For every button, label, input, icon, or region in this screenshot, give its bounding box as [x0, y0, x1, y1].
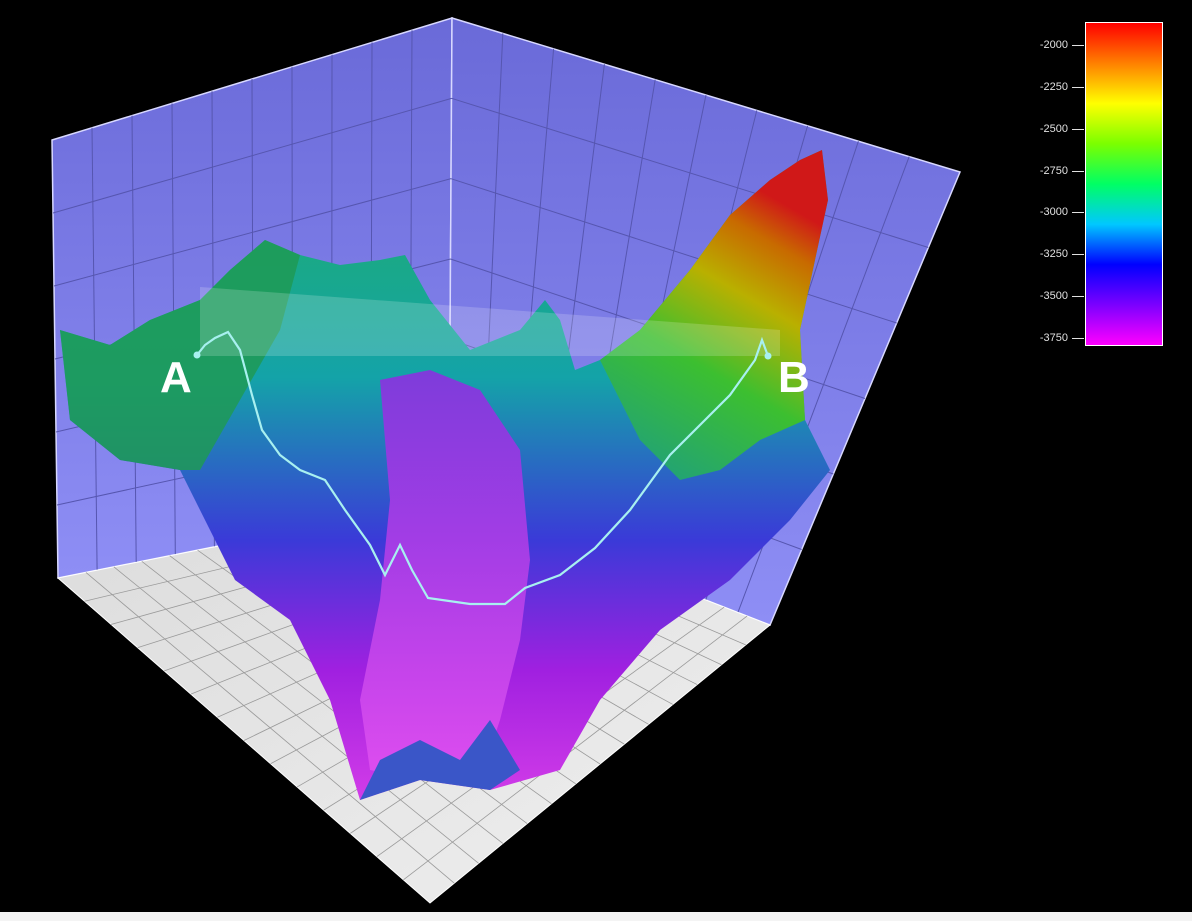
colorbar: [1085, 22, 1163, 346]
colorbar-tick-mark: [1072, 337, 1084, 339]
point-a-marker: [193, 351, 201, 359]
colorbar-tick-mark: [1072, 254, 1084, 256]
colorbar-tick-mark: [1072, 87, 1084, 89]
wall-gridline: [450, 178, 897, 324]
point-b-label: B: [778, 353, 810, 402]
wall-gridline: [451, 97, 929, 248]
trench-front-edge: [360, 720, 520, 800]
profile-plane: [200, 287, 780, 356]
colorbar-tick-mark: [1072, 212, 1084, 214]
wall-gridline: [53, 178, 452, 287]
colorbar-tick-label: -2750: [1039, 164, 1068, 177]
wall-gridline: [52, 97, 452, 214]
ridge-left: [60, 240, 300, 470]
trench-floor: [360, 370, 530, 780]
point-a-label: A: [160, 353, 192, 402]
colorbar-tick-label: -2250: [1039, 81, 1068, 94]
colorbar-tick-label: -3250: [1039, 248, 1068, 261]
profile-line-group: [193, 330, 772, 606]
colorbar-tick-label: -3750: [1039, 331, 1068, 344]
floor-gridline: [403, 615, 748, 881]
bottom-strip: [0, 912, 1192, 921]
colorbar-tick-mark: [1072, 295, 1084, 297]
colorbar-tick-mark: [1072, 45, 1084, 47]
terrain-surface: [60, 150, 830, 800]
colorbar-tick-label: -3500: [1039, 289, 1068, 302]
colorbar-tick-label: -2500: [1039, 122, 1068, 135]
colorbar-tick-label: -2000: [1039, 39, 1068, 52]
colorbar-tick-mark: [1072, 128, 1084, 130]
point-b-marker: [764, 352, 772, 360]
colorbar-tick-mark: [1072, 170, 1084, 172]
colorbar-tick-label: -3000: [1039, 206, 1068, 219]
profile-line: [196, 330, 770, 606]
ridge-right: [600, 150, 828, 480]
